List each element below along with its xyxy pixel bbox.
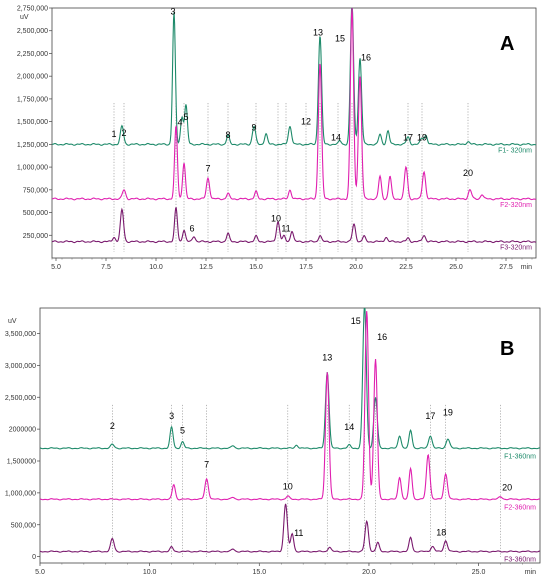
y-tick-label: 2,000,000 xyxy=(17,74,48,81)
peak-number-label: 15 xyxy=(351,316,361,326)
y-axis-unit: uV xyxy=(8,318,17,325)
peak-number-label: 3 xyxy=(170,6,175,16)
peak-number-label: 7 xyxy=(204,459,209,469)
x-tick-label: 25.0 xyxy=(472,569,486,576)
peak-number-label: 1 xyxy=(111,129,116,139)
y-tick-label: 1,250,000 xyxy=(17,142,48,149)
panel-letter: A xyxy=(500,33,514,55)
series-trace xyxy=(52,8,536,201)
panel-letter: B xyxy=(500,338,514,360)
y-tick-label: 1,500,000 xyxy=(17,119,48,126)
peak-number-label: 3 xyxy=(169,411,174,421)
series-label: F3-320nm xyxy=(500,245,532,252)
peak-number-label: 15 xyxy=(335,34,345,44)
peak-number-label: 17 xyxy=(403,133,413,143)
y-axis-unit: uV xyxy=(20,14,29,21)
series-label: F1- 320nm xyxy=(498,147,532,154)
peak-number-label: 16 xyxy=(377,332,387,342)
series-label: F1-360nm xyxy=(504,453,536,460)
x-tick-label: 5.0 xyxy=(35,569,45,576)
y-tick-label: 750,000 xyxy=(23,187,48,194)
y-tick-label: 1,000,000 xyxy=(17,165,48,172)
peak-number-label: 18 xyxy=(436,528,446,538)
x-tick-label: 25.0 xyxy=(449,264,463,271)
peak-number-label: 10 xyxy=(271,214,281,224)
y-tick-label: 2,250,000 xyxy=(17,51,48,58)
peak-number-label: 2 xyxy=(121,128,126,138)
y-tick-label: 2,750,000 xyxy=(17,6,48,13)
x-tick-label: 17.5 xyxy=(299,264,313,271)
y-tick-label: 2,500,000 xyxy=(5,395,36,402)
series-trace xyxy=(52,207,536,244)
peak-number-label: 2 xyxy=(110,421,115,431)
y-tick-label: 0 xyxy=(32,554,36,561)
peak-number-label: 4 xyxy=(177,117,182,127)
peak-number-label: 17 xyxy=(425,411,435,421)
peak-number-label: 12 xyxy=(301,116,311,126)
x-tick-label: 20.0 xyxy=(362,569,376,576)
x-axis-unit: min xyxy=(521,264,532,271)
x-tick-label: 15.0 xyxy=(252,569,266,576)
peak-number-label: 5 xyxy=(183,112,188,122)
peak-number-label: 9 xyxy=(251,123,256,133)
x-tick-label: 10.0 xyxy=(149,264,163,271)
x-tick-label: 27.5 xyxy=(499,264,513,271)
x-tick-label: 5.0 xyxy=(51,264,61,271)
peak-number-label: 7 xyxy=(205,164,210,174)
peak-number-label: 16 xyxy=(361,53,371,63)
series-trace xyxy=(40,311,540,501)
peak-number-label: 13 xyxy=(322,352,332,362)
panel-a: 250,000 500,000 750,000 1,000,000 1,250,000 1… xyxy=(17,6,537,271)
y-tick-label: 2,500,000 xyxy=(17,28,48,35)
peak-number-label: 10 xyxy=(283,482,293,492)
peak-number-label: 20 xyxy=(463,168,473,178)
peak-number-label: 19 xyxy=(443,408,453,418)
peak-number-label: 11 xyxy=(281,224,290,234)
series-trace xyxy=(40,308,540,450)
series-label: F2-360nm xyxy=(504,504,536,511)
x-tick-label: 12.5 xyxy=(199,264,213,271)
panel-b: 0 500,000 1,000,000 1,500000 2000000 2,500,00… xyxy=(5,307,541,576)
y-tick-label: 1,500000 xyxy=(7,459,36,466)
x-axis-unit: min xyxy=(525,569,536,576)
series-label: F3-360nm xyxy=(504,557,536,564)
series-trace xyxy=(40,503,540,553)
series-trace xyxy=(52,8,536,146)
y-tick-label: 500,000 xyxy=(23,210,48,217)
y-tick-label: 3,000,000 xyxy=(5,363,36,370)
y-tick-label: 3,500,000 xyxy=(5,331,36,338)
peak-number-label: 13 xyxy=(313,27,323,37)
x-tick-label: 22.5 xyxy=(399,264,413,271)
peak-number-label: 6 xyxy=(189,224,194,234)
peak-number-label: 8 xyxy=(225,130,230,140)
x-tick-label: 10.0 xyxy=(143,569,157,576)
peak-number-label: 11 xyxy=(294,528,303,538)
y-tick-label: 250,000 xyxy=(23,233,48,240)
peak-number-label: 20 xyxy=(502,482,512,492)
x-tick-label: 7.5 xyxy=(101,264,111,271)
series-label: F2-320nm xyxy=(500,202,532,209)
x-tick-label: 20.0 xyxy=(349,264,363,271)
peak-number-label: 14 xyxy=(331,133,341,143)
y-tick-label: 2000000 xyxy=(9,427,36,434)
peak-number-label: 19 xyxy=(417,133,427,143)
y-tick-label: 1,000,000 xyxy=(5,490,36,497)
peak-number-label: 5 xyxy=(180,426,185,436)
y-tick-label: 1,750,000 xyxy=(17,96,48,103)
peak-number-label: 14 xyxy=(344,422,354,432)
x-tick-label: 15.0 xyxy=(249,264,263,271)
plot-frame xyxy=(39,307,541,564)
y-tick-label: 500,000 xyxy=(11,522,36,529)
plot-frame xyxy=(51,7,537,259)
